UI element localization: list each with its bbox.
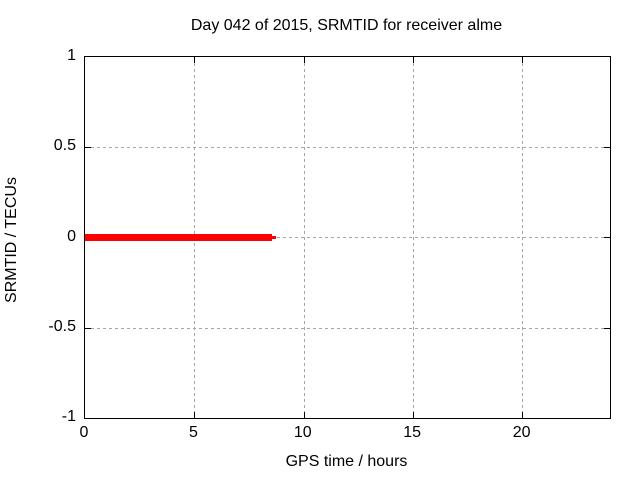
- gridline-y-0: [85, 237, 610, 238]
- tick-top-20: [521, 57, 523, 63]
- tick-bottom-20: [521, 412, 523, 418]
- tick-left-0_5: [85, 146, 91, 148]
- chart-title: Day 042 of 2015, SRMTID for receiver alm…: [190, 17, 503, 34]
- gridline-x-15: [413, 57, 414, 418]
- gridline-y-0_5: [85, 147, 610, 148]
- gridline-x-20: [522, 57, 523, 418]
- ytick-label-0: 0: [67, 227, 76, 245]
- tick-bottom-15: [412, 412, 414, 418]
- xtick-label-0: 0: [79, 424, 89, 441]
- tick-right-0_5: [604, 146, 610, 148]
- tick-bottom-10: [303, 412, 305, 418]
- tick-right-0: [604, 236, 610, 238]
- tick-left-neg0_5: [85, 327, 91, 329]
- xtick-label-15: 15: [403, 424, 422, 441]
- ytick-label-neg1: -1: [61, 408, 76, 425]
- srmtid-series-line: [85, 234, 272, 241]
- srmtid-series-line-end-stub: [272, 236, 276, 239]
- xtick-label-10: 10: [293, 424, 312, 441]
- ytick-label-1: 1: [67, 47, 76, 64]
- tick-right-neg0_5: [604, 327, 610, 329]
- gridline-x-10: [304, 57, 305, 418]
- x-axis-label: GPS time / hours: [285, 453, 408, 470]
- ytick-label-neg0_5: -0.5: [48, 318, 76, 335]
- tick-top-10: [303, 57, 305, 63]
- xtick-label-5: 5: [188, 424, 198, 441]
- tick-top-5: [193, 57, 195, 63]
- tick-bottom-5: [193, 412, 195, 418]
- plot-area: [84, 56, 611, 419]
- xtick-label-20: 20: [512, 424, 531, 441]
- tick-top-15: [412, 57, 414, 63]
- ytick-label-0_5: 0.5: [53, 137, 76, 154]
- gridline-y-neg0_5: [85, 328, 610, 329]
